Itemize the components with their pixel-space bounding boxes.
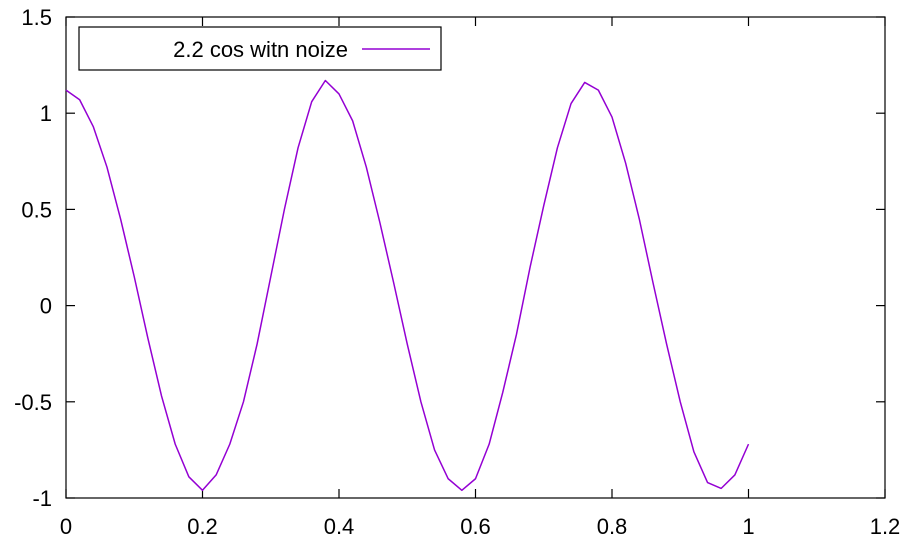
y-tick-label: -0.5 (14, 390, 52, 415)
y-tick-label: 1 (40, 101, 52, 126)
x-tick-label: 1 (742, 514, 754, 539)
y-tick-label: 0 (40, 294, 52, 319)
series-line-1 (65, 79, 750, 492)
y-tick-label: 0.5 (21, 197, 52, 222)
y-tick-label: -1 (32, 486, 52, 511)
x-tick-label: 0 (60, 514, 72, 539)
x-tick-label: 0.8 (597, 514, 628, 539)
plot-frame (65, 16, 886, 499)
x-tick-label: 0.2 (187, 514, 218, 539)
axis-ticks (65, 16, 886, 499)
series-layer (65, 79, 750, 492)
x-tick-label: 0.6 (460, 514, 491, 539)
x-tick-label: 0.4 (324, 514, 355, 539)
x-tick-label: 1.2 (870, 514, 901, 539)
y-tick-label: 1.5 (21, 5, 52, 30)
legend-label-series-1: 2.2 cos witn noize (173, 37, 348, 62)
legend: 2.2 cos witn noize (78, 26, 442, 71)
axis-tick-labels: 0 0.2 0.4 0.6 0.8 1 1.2 -1 -0.5 0 0.5 1 1.5 (14, 5, 900, 539)
